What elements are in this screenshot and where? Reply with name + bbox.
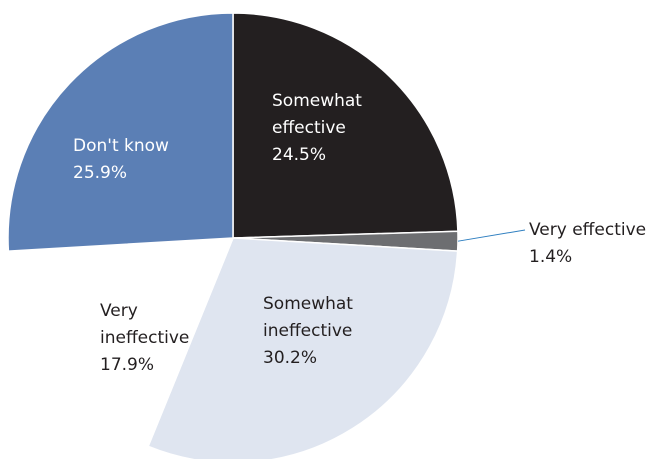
slice-value: 25.9% <box>73 163 128 183</box>
slice-name: Don't know <box>73 136 169 156</box>
slice-label: Very effective 1.4% <box>529 217 662 271</box>
slice-name: Somewhat effective <box>272 91 362 138</box>
slice-label: Don't know 25.9% <box>73 133 203 187</box>
slice-name: Somewhat ineffective <box>263 294 353 341</box>
pie-slice <box>7 237 235 448</box>
slice-value: 30.2% <box>263 348 318 368</box>
leader-line <box>457 229 526 242</box>
pie-slice <box>232 12 459 239</box>
slice-name: Very effective <box>529 220 647 240</box>
slice-name: Very ineffective <box>100 301 190 348</box>
slice-label: Somewhat ineffective 30.2% <box>263 291 383 372</box>
slice-value: 1.4% <box>529 247 573 267</box>
slice-label: Somewhat effective 24.5% <box>272 88 382 169</box>
pie-slice <box>7 12 234 252</box>
slice-value: 24.5% <box>272 145 327 165</box>
slice-value: 17.9% <box>100 355 155 375</box>
pie-slice <box>147 237 459 459</box>
slice-label: Very ineffective 17.9% <box>100 298 215 379</box>
